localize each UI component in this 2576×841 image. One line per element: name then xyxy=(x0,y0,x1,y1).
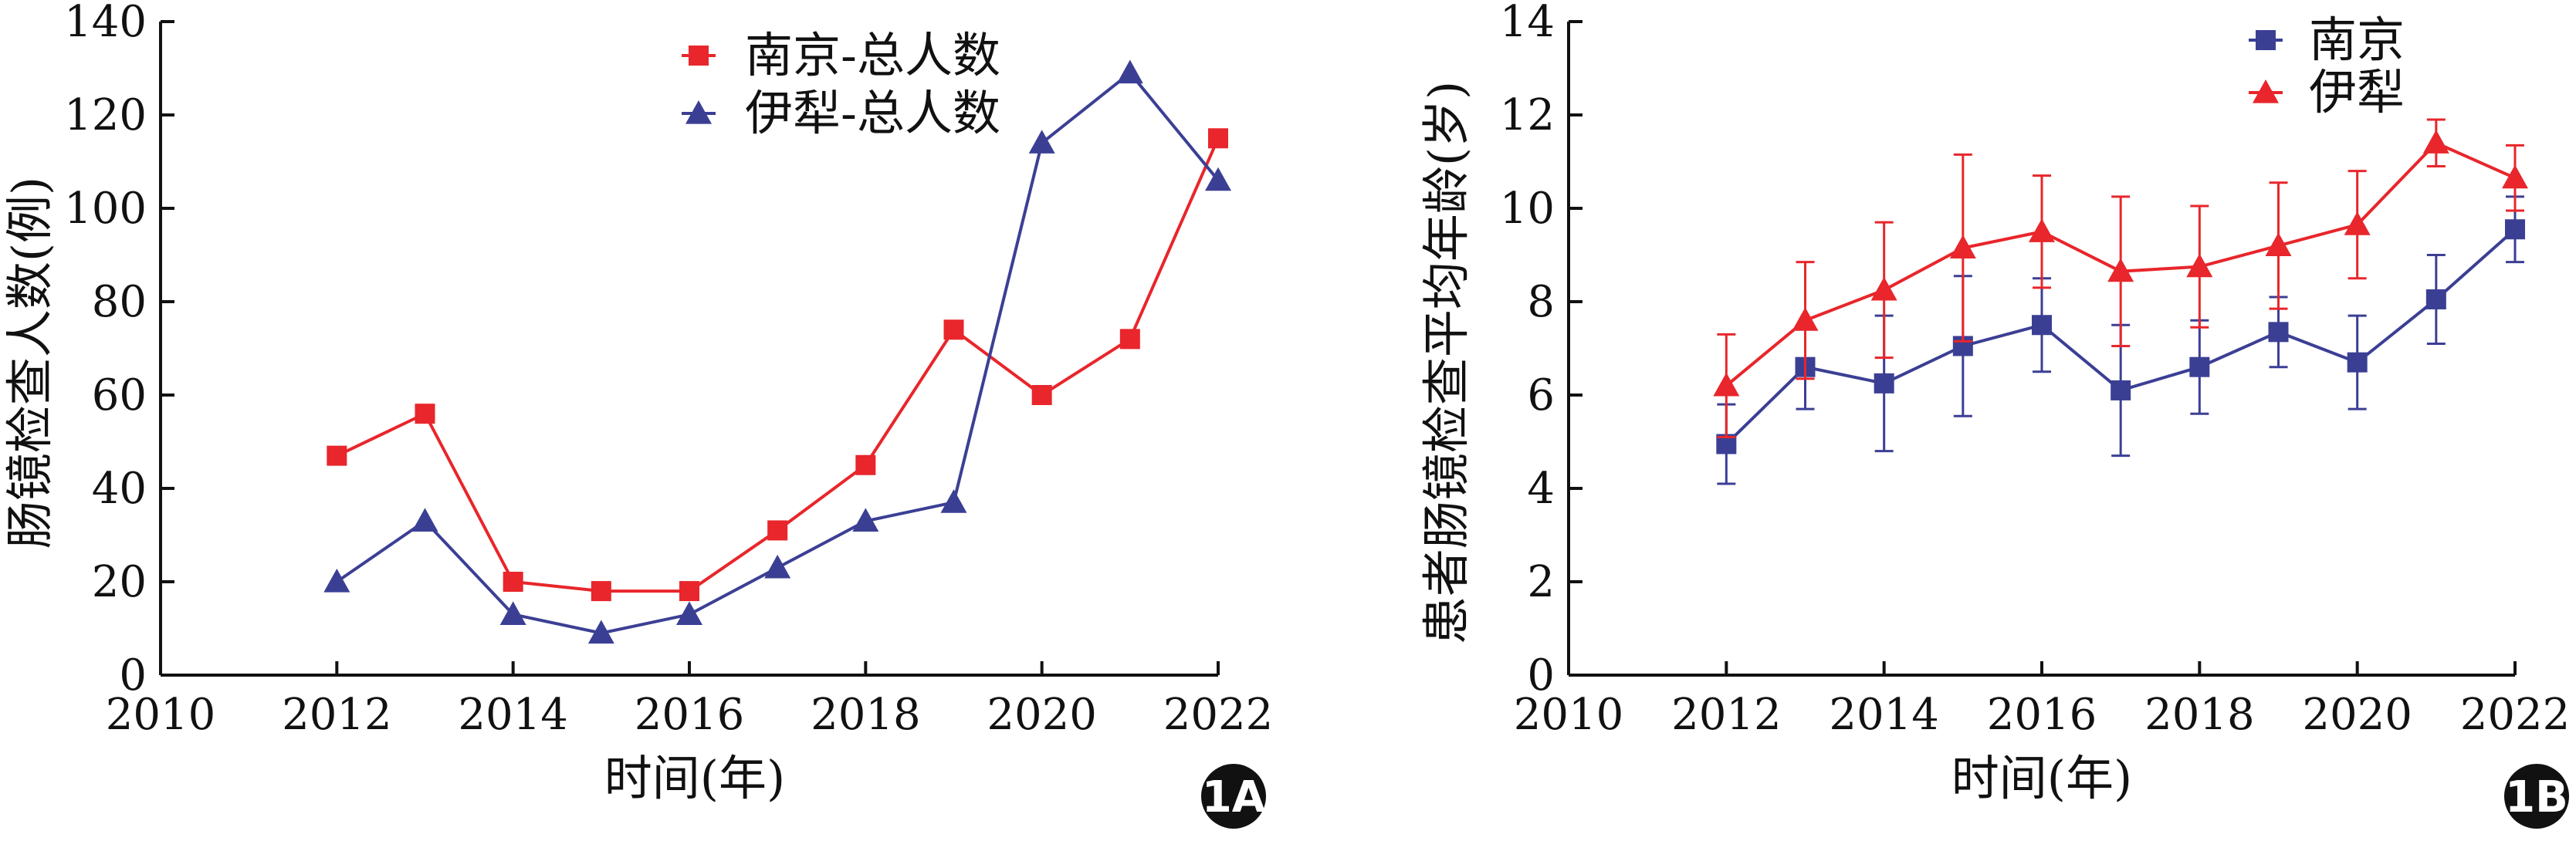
panel-1b-series-0-point xyxy=(2347,352,2368,373)
panel-1a-series-1-point xyxy=(587,620,614,644)
panel-1a-badge-circle xyxy=(1201,764,1266,829)
panel-1a-legend-label-1: 伊犁-总人数 xyxy=(745,85,1000,141)
panel-1b-y-tick-label: 12 xyxy=(1500,90,1555,140)
panel-1a-series-1-point xyxy=(676,601,702,625)
panel-1a-y-tick-label: 60 xyxy=(92,370,147,420)
panel-1b-legend-marker-0 xyxy=(2256,30,2276,50)
panel-1a-x-tick-label: 2012 xyxy=(282,690,392,740)
panel-1b-series-1-point xyxy=(2107,258,2134,282)
panel-1b-series-0-point xyxy=(2111,380,2131,400)
panel-1a-series-1-point xyxy=(1028,130,1055,154)
panel-1b-series-0-point xyxy=(1874,373,1894,393)
panel-1a-y-tick-label: 80 xyxy=(92,277,147,327)
panel-1b-x-tick-label: 2022 xyxy=(2460,690,2571,740)
panel-1a-legend-label-0: 南京-总人数 xyxy=(745,27,1000,83)
panel-1a-badge: 1A xyxy=(1201,764,1266,829)
panel-1a-series-1 xyxy=(323,59,1231,644)
panel-1a-x-tick-label: 2022 xyxy=(1163,690,1274,740)
panel-1b-series-0-point xyxy=(2032,315,2052,336)
panel-1b-series-1 xyxy=(1713,118,2528,438)
panel-1a-series-1-point xyxy=(940,489,967,513)
panel-1a-series-1-point xyxy=(323,569,350,593)
panel-1b-x-tick-label: 2018 xyxy=(2144,690,2255,740)
panel-1b-x-tick-label: 2012 xyxy=(1671,690,1782,740)
panel-1b-series-1-point xyxy=(1870,276,1897,301)
panel-1a-series-1-point xyxy=(1205,167,1231,191)
panel-1a-series-0-point xyxy=(1031,385,1052,405)
panel-1a-series-0-point xyxy=(943,319,964,340)
panel-1b-y-tick-label: 10 xyxy=(1500,184,1555,234)
panel-1a-y-tick-label: 140 xyxy=(64,0,147,47)
panel-1b-x-tick-label: 2010 xyxy=(1514,690,1624,740)
panel-1a-legend-marker-1 xyxy=(685,100,712,124)
panel-1a-series-0-point xyxy=(1208,128,1228,149)
panel-1b-y-tick-label: 14 xyxy=(1500,0,1555,47)
panel-1b-series-1-point xyxy=(1792,307,1819,331)
panel-1a-x-tick-label: 2014 xyxy=(458,690,568,740)
panel-1b-xlabel: 时间(年) xyxy=(1951,750,2132,806)
panel-1a-y-tick-label: 20 xyxy=(92,557,147,607)
panel-1b-series-1-point xyxy=(2265,232,2292,256)
panel-1b-series-1-point xyxy=(2502,164,2528,189)
panel-1b-y-tick-label: 2 xyxy=(1527,557,1555,607)
panel-1b-x-tick-label: 2014 xyxy=(1829,690,1939,740)
panel-1a-series-1-point xyxy=(411,508,438,532)
panel-1a-y-tick-label: 40 xyxy=(92,464,147,514)
panel-1a: 0 20 40 60 80 100 120 140 2010 2012 2014 2016 2018 2… xyxy=(2,0,1273,829)
panel-1a-series-0-point xyxy=(679,581,699,602)
panel-1b-series-1-point xyxy=(1713,372,1740,397)
panel-1b-y-tick-label: 0 xyxy=(1527,650,1555,701)
panel-1a-series-0-point xyxy=(415,404,435,424)
panel-1a-series-0 xyxy=(327,128,1228,602)
panel-1a-x-tick-label: 2010 xyxy=(106,690,216,740)
panel-1b-series-0-point xyxy=(2505,219,2525,240)
panel-1b: 0 2 4 6 8 10 12 14 2010 2012 2014 2016 2018 2020 2022… xyxy=(1418,0,2570,829)
panel-1a-series-0-point xyxy=(855,454,876,475)
panel-1b-series-0-point xyxy=(2189,356,2210,377)
panel-1a-series-0-point xyxy=(327,445,347,466)
panel-1a-series-1-line xyxy=(336,70,1220,635)
panel-1b-series-0-point xyxy=(2268,322,2289,343)
panel-1a-series-1-point xyxy=(764,554,791,579)
panel-1b-legend-label-0: 南京 xyxy=(2309,12,2405,68)
panel-1b-badge-circle xyxy=(2504,764,2569,829)
panel-1b-y-tick-label: 8 xyxy=(1527,277,1555,327)
panel-1b-legend-label-1: 伊犁 xyxy=(2309,64,2405,120)
panel-1a-ylabel: 肠镜检查人数(例) xyxy=(2,177,58,549)
panel-1a-series-1-point xyxy=(499,601,526,625)
panel-1a-y-tick-label: 0 xyxy=(119,650,147,701)
panel-1a-badge-label: 1A xyxy=(1202,772,1266,822)
panel-1a-series-0-point xyxy=(1119,329,1140,350)
panel-1b-series-1-point xyxy=(2029,218,2055,242)
panel-1a-x-tick-label: 2020 xyxy=(987,690,1097,740)
panel-1a-series-1-point xyxy=(1116,59,1143,84)
panel-1a-x-tick-label: 2016 xyxy=(635,690,745,740)
panel-1b-y-tick-label: 6 xyxy=(1527,370,1555,420)
panel-1b-legend-marker-1 xyxy=(2253,79,2279,103)
panel-1a-series-0-point xyxy=(503,572,523,592)
panel-1a-series-1-point xyxy=(852,508,879,532)
panel-1a-y-tick-label: 120 xyxy=(64,90,147,140)
panel-1b-series-1-point xyxy=(2422,130,2449,154)
panel-1b-y-tick-label: 4 xyxy=(1527,464,1555,514)
panel-1b-x-tick-label: 2020 xyxy=(2302,690,2412,740)
panel-1b-badge-label: 1B xyxy=(2505,772,2568,822)
panel-1a-series-0-point xyxy=(767,520,788,541)
panel-1a-x-tick-label: 2018 xyxy=(811,690,921,740)
panel-1b-badge: 1B xyxy=(2504,764,2569,829)
panel-1b-series-1-point xyxy=(2344,211,2371,235)
panel-1b-series-1-point xyxy=(2186,253,2213,278)
panel-1a-xlabel: 时间(年) xyxy=(604,750,785,806)
panel-1b-ylabel: 患者肠镜检查平均年龄(岁) xyxy=(1418,81,1474,644)
panel-1b-series-0-point xyxy=(2425,289,2446,309)
panel-1b-series-1-point xyxy=(1949,235,1976,259)
panel-1b-x-tick-label: 2016 xyxy=(1987,690,2097,740)
panel-1a-series-0-point xyxy=(591,581,611,602)
panel-1a-legend-marker-0 xyxy=(689,46,709,66)
panel-1a-y-tick-label: 100 xyxy=(64,184,147,234)
